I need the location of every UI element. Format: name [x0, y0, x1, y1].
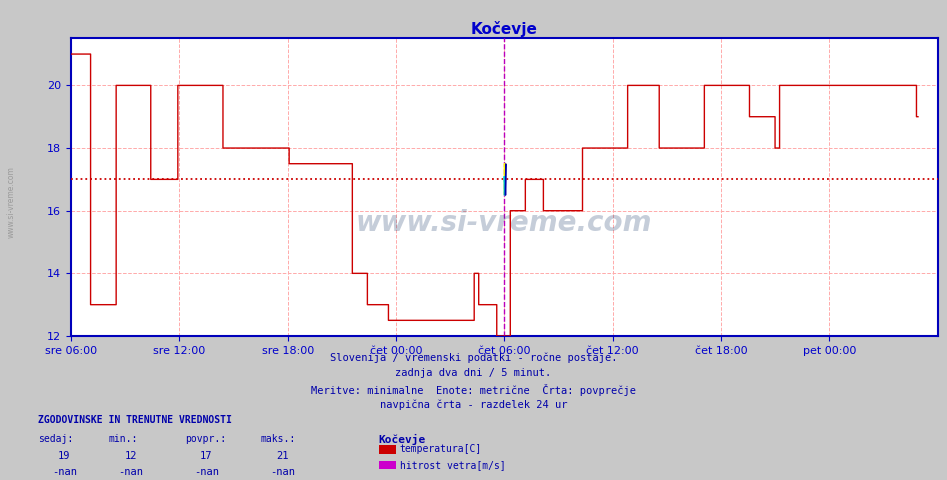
Text: zadnja dva dni / 5 minut.: zadnja dva dni / 5 minut.	[396, 368, 551, 378]
Text: -nan: -nan	[52, 467, 77, 477]
Text: hitrost vetra[m/s]: hitrost vetra[m/s]	[400, 460, 506, 469]
Text: www.si-vreme.com: www.si-vreme.com	[7, 166, 16, 238]
Title: Kočevje: Kočevje	[471, 21, 538, 37]
Text: min.:: min.:	[109, 434, 138, 444]
Text: 12: 12	[124, 451, 137, 461]
Text: ZGODOVINSKE IN TRENUTNE VREDNOSTI: ZGODOVINSKE IN TRENUTNE VREDNOSTI	[38, 415, 232, 425]
Text: maks.:: maks.:	[260, 434, 295, 444]
Text: 17: 17	[200, 451, 213, 461]
Text: Meritve: minimalne  Enote: metrične  Črta: povprečje: Meritve: minimalne Enote: metrične Črta:…	[311, 384, 636, 396]
Text: povpr.:: povpr.:	[185, 434, 225, 444]
Text: -nan: -nan	[194, 467, 219, 477]
Text: www.si-vreme.com: www.si-vreme.com	[356, 209, 652, 237]
Text: -nan: -nan	[270, 467, 295, 477]
Polygon shape	[504, 164, 506, 195]
Text: Kočevje: Kočevje	[379, 434, 426, 445]
Text: 19: 19	[58, 451, 71, 461]
Text: Slovenija / vremenski podatki - ročne postaje.: Slovenija / vremenski podatki - ročne po…	[330, 353, 617, 363]
Text: 21: 21	[276, 451, 289, 461]
Text: -nan: -nan	[118, 467, 143, 477]
Text: temperatura[C]: temperatura[C]	[400, 444, 482, 454]
Text: sedaj:: sedaj:	[38, 434, 73, 444]
Text: navpična črta - razdelek 24 ur: navpična črta - razdelek 24 ur	[380, 399, 567, 410]
